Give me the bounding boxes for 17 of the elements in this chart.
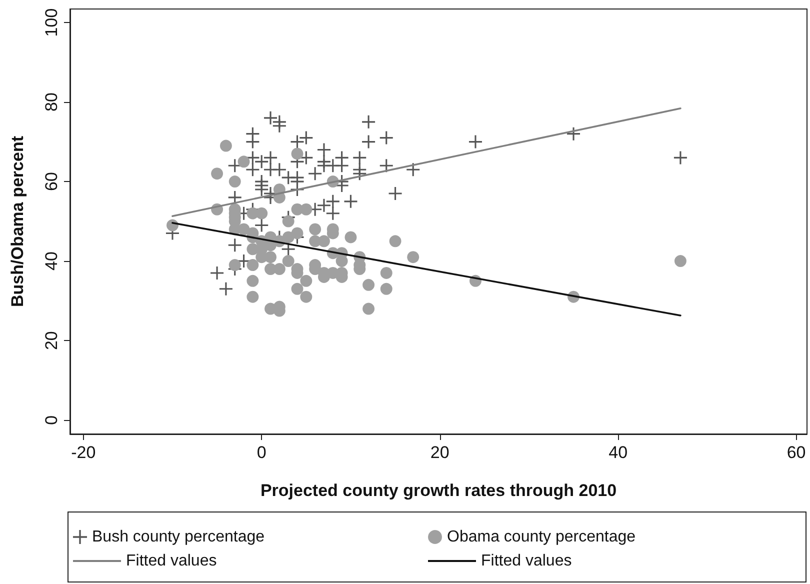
x-tick-label: 0 — [256, 443, 266, 462]
y-tick-label: 20 — [42, 331, 61, 350]
y-axis-title: Bush/Obama percent — [8, 136, 27, 307]
y-tick-label: 80 — [42, 92, 61, 112]
y-tick-label: 40 — [42, 252, 61, 271]
x-axis-title: Projected county growth rates through 2010 — [260, 481, 617, 500]
y-tick-label: 60 — [42, 172, 61, 192]
legend-label: Bush county percentage — [92, 528, 265, 546]
x-tick-label: 40 — [608, 443, 628, 462]
legend-label: Obama county percentage — [447, 528, 636, 546]
legend-label: Fitted values — [126, 552, 217, 570]
legend-label: Fitted values — [481, 552, 572, 570]
y-tick-label: 0 — [42, 415, 61, 425]
x-tick-label: -20 — [71, 443, 96, 462]
x-tick-label: 20 — [430, 443, 450, 462]
x-tick-label: 60 — [786, 443, 806, 462]
y-tick-label: 100 — [42, 8, 61, 37]
